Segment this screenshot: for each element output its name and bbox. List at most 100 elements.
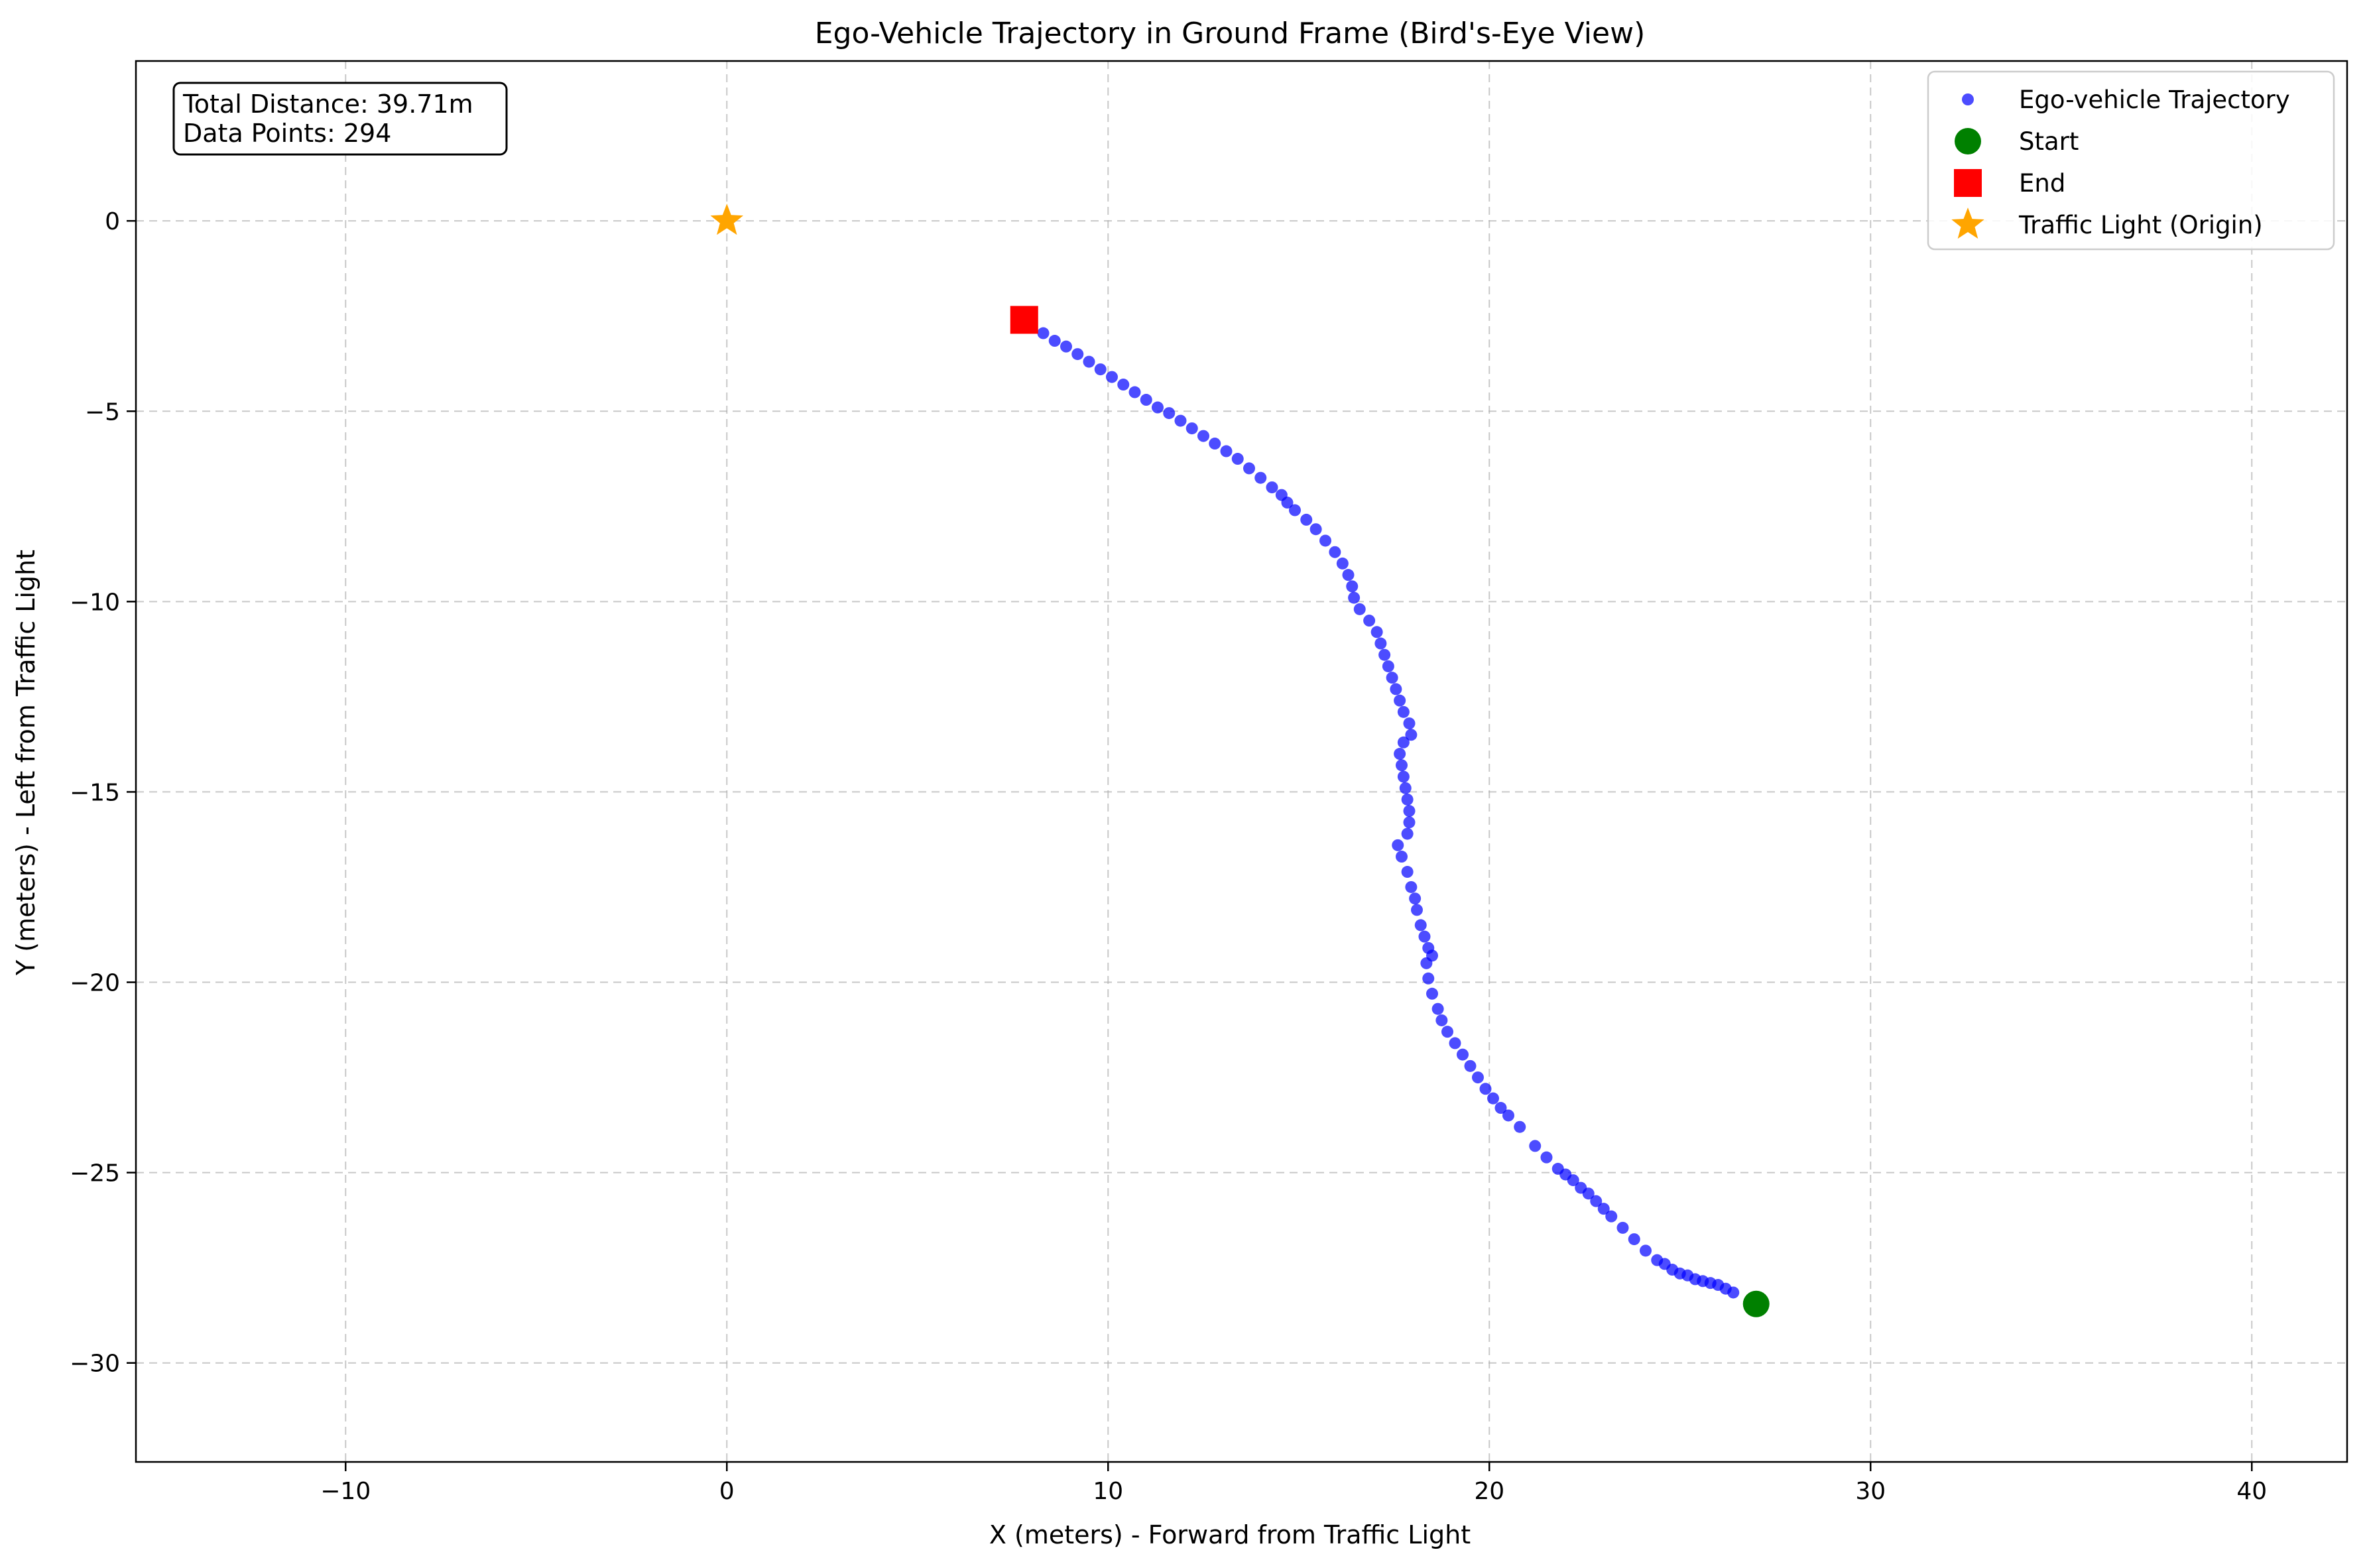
trajectory-point [1071,348,1084,361]
trajectory-point [1353,603,1366,615]
trajectory-point [1363,615,1376,627]
trajectory-point [1399,782,1412,794]
trajectory-point [1396,759,1408,772]
trajectory-point [1048,335,1061,347]
legend: Ego-vehicle Trajectory Start End Traffic Li… [1927,70,2335,251]
y-tick-label: 0 [105,208,120,235]
trajectory-point [1502,1109,1514,1122]
trajectory-point [1640,1244,1652,1257]
trajectory-point [1414,919,1427,932]
trajectory-point [1397,705,1410,718]
annotation-data-points: Data Points: 294 [183,119,391,148]
traffic-light-marker [710,204,743,235]
trajectory-point [1605,1210,1618,1223]
trajectory-point [1418,930,1431,943]
trajectory-point [1382,660,1394,672]
trajectory-point [1309,523,1322,536]
trajectory-point [1329,546,1341,558]
trajectory-point [1397,736,1410,749]
trajectory-point [1422,941,1435,954]
trajectory-point [1397,770,1410,783]
trajectory-point [1300,513,1313,526]
annotation-frame [172,82,508,156]
trajectory-point [1140,394,1152,406]
trajectory-point [1479,1083,1492,1095]
y-tick-label: −20 [70,970,120,997]
legend-traffic-light-marker [1951,208,1984,239]
trajectory-point [1197,430,1209,442]
trajectory-point [1289,504,1301,516]
trajectory-point [1472,1071,1484,1084]
trajectory-point [1405,880,1418,893]
trajectory-point [1422,972,1435,985]
y-tick-label: −5 [85,398,120,426]
trajectory-point [1411,904,1423,916]
trajectory-point [1401,793,1414,806]
trajectory-point [1266,481,1278,494]
x-axis-label: X (meters) - Forward from Traffic Light [989,1520,1471,1549]
trajectory-point [1396,851,1408,863]
trajectory-point [1487,1092,1499,1105]
trajectory-point [1409,892,1422,905]
trajectory-point [1220,445,1233,457]
trajectory-point [1037,327,1050,339]
legend-label: End [2019,169,2065,198]
trajectory-point [1464,1059,1477,1072]
trajectory-point [1403,816,1416,829]
trajectory-point [1094,363,1107,376]
trajectory-point [1185,422,1198,435]
trajectory-point [1152,401,1164,414]
x-tick-label: 10 [1093,1478,1123,1505]
trajectory-point [1378,648,1391,661]
trajectory-point [1449,1037,1461,1050]
trajectory-point [1254,471,1267,484]
trajectory-point [1128,386,1141,398]
trajectory-point [1209,438,1221,450]
trajectory-point [1231,453,1244,465]
trajectory-point [1405,729,1418,741]
trajectory-point [1514,1120,1526,1133]
trajectory-point [1083,355,1095,368]
trajectory-point [1401,827,1414,840]
trajectory-point [1590,1195,1603,1207]
trajectory-point [1597,1203,1610,1215]
y-tick-label: −10 [70,589,120,616]
trajectory-point [1426,987,1438,1000]
trajectory-point [1106,371,1118,383]
trajectory-point [1435,1014,1448,1026]
legend-trajectory-marker [1962,93,1974,105]
trajectory-point [1540,1151,1553,1164]
trajectory-point [1394,694,1406,707]
trajectory-point [1243,462,1255,475]
trajectory-point [1457,1048,1469,1061]
trajectory-point [1401,866,1414,878]
trajectory-point [1117,379,1130,391]
x-tick-label: 0 [719,1478,735,1505]
trajectory-point [1431,1002,1444,1015]
trajectory-point [1392,839,1404,851]
trajectory-point [1163,407,1176,420]
trajectory-point [1628,1233,1640,1246]
legend-end-marker [1954,169,1982,197]
trajectory-point [1441,1026,1453,1038]
trajectory-point [1370,626,1383,638]
trajectory-point [1403,717,1416,730]
x-tick-label: −10 [320,1478,371,1505]
start-marker [1742,1290,1770,1317]
trajectory-point [1403,805,1416,817]
trajectory-point [1275,489,1288,501]
trajectory-point [1394,748,1406,760]
legend-label: Traffic Light (Origin) [2018,211,2263,239]
x-tick-label: 20 [1474,1478,1504,1505]
chart-title: Ego-Vehicle Trajectory in Ground Frame (… [815,17,1646,50]
trajectory-point [1529,1140,1542,1152]
annotation-total-distance: Total Distance: 39.71m [182,90,473,119]
trajectory-point [1651,1254,1664,1266]
legend-label: Ego-vehicle Trajectory [2019,86,2290,114]
trajectory-point [1386,672,1398,684]
legend-start-marker [1955,128,1981,154]
trajectory-point [1348,591,1361,604]
end-marker [1010,306,1038,334]
